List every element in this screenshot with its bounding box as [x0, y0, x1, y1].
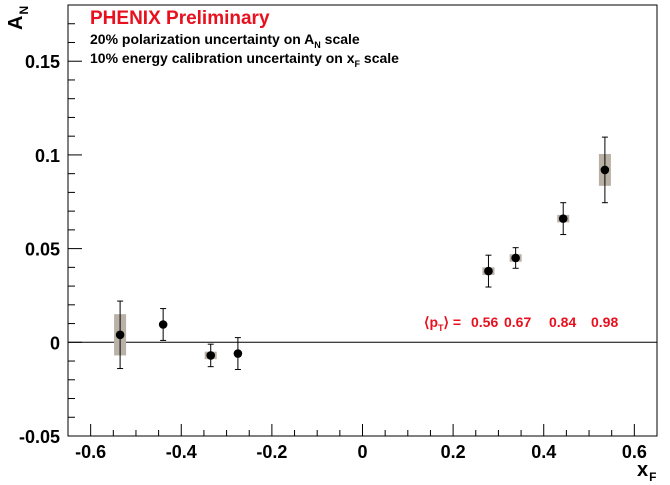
marker	[233, 349, 243, 358]
pt-value-4: 0.98	[591, 314, 618, 330]
data-point-1	[114, 300, 127, 370]
x-tick-label: 0.2	[441, 442, 466, 462]
marker	[206, 351, 216, 360]
data-point-6	[509, 247, 522, 269]
marker	[115, 330, 125, 340]
note-polarization: 20% polarization uncertainty on AN scale	[90, 31, 360, 50]
marker	[158, 320, 168, 329]
marker	[484, 266, 493, 276]
x-axis-title: xF	[637, 459, 656, 484]
x-tick-label: 0	[357, 442, 367, 462]
y-tick-label: 0.1	[35, 146, 60, 166]
data-point-8	[598, 136, 611, 204]
x-tick-label: -0.2	[256, 442, 287, 462]
y-tick-label: 0.15	[25, 52, 60, 72]
pt-value-1: 0.56	[471, 314, 498, 330]
marker	[600, 165, 610, 175]
pt-annotation: ⟨pT⟩ = 0.56 0.67 0.84 0.98	[424, 314, 618, 333]
pt-value-2: 0.67	[504, 314, 531, 330]
note-energy-calibration: 10% energy calibration uncertainty on xF…	[90, 50, 399, 69]
chart-title: PHENIX Preliminary	[90, 8, 270, 29]
pt-value-3: 0.84	[549, 314, 576, 330]
data-point-5	[482, 254, 495, 288]
y-axis-title: AN	[5, 6, 31, 30]
x-tick-label: -0.4	[166, 442, 197, 462]
data-point-3	[204, 343, 217, 368]
y-tick-label: 0.05	[25, 240, 60, 260]
data-point-4	[233, 337, 243, 370]
marker	[511, 253, 520, 263]
y-tick-label: 0	[50, 333, 60, 353]
x-tick-label: -0.6	[75, 442, 106, 462]
pt-label: ⟨pT⟩ =	[424, 314, 461, 333]
data-point-7	[557, 202, 570, 236]
marker	[558, 214, 568, 223]
data-point-2	[158, 308, 168, 341]
ticks: -0.6 -0.4 -0.2 0 0.2 0.4 0.6 -0.05 0 0.05 0.1 0.15	[19, 4, 658, 462]
x-tick-label: 0.6	[622, 442, 647, 462]
x-tick-label: 0.4	[531, 442, 556, 462]
y-tick-label: -0.05	[19, 427, 60, 447]
data-marks	[114, 136, 611, 370]
